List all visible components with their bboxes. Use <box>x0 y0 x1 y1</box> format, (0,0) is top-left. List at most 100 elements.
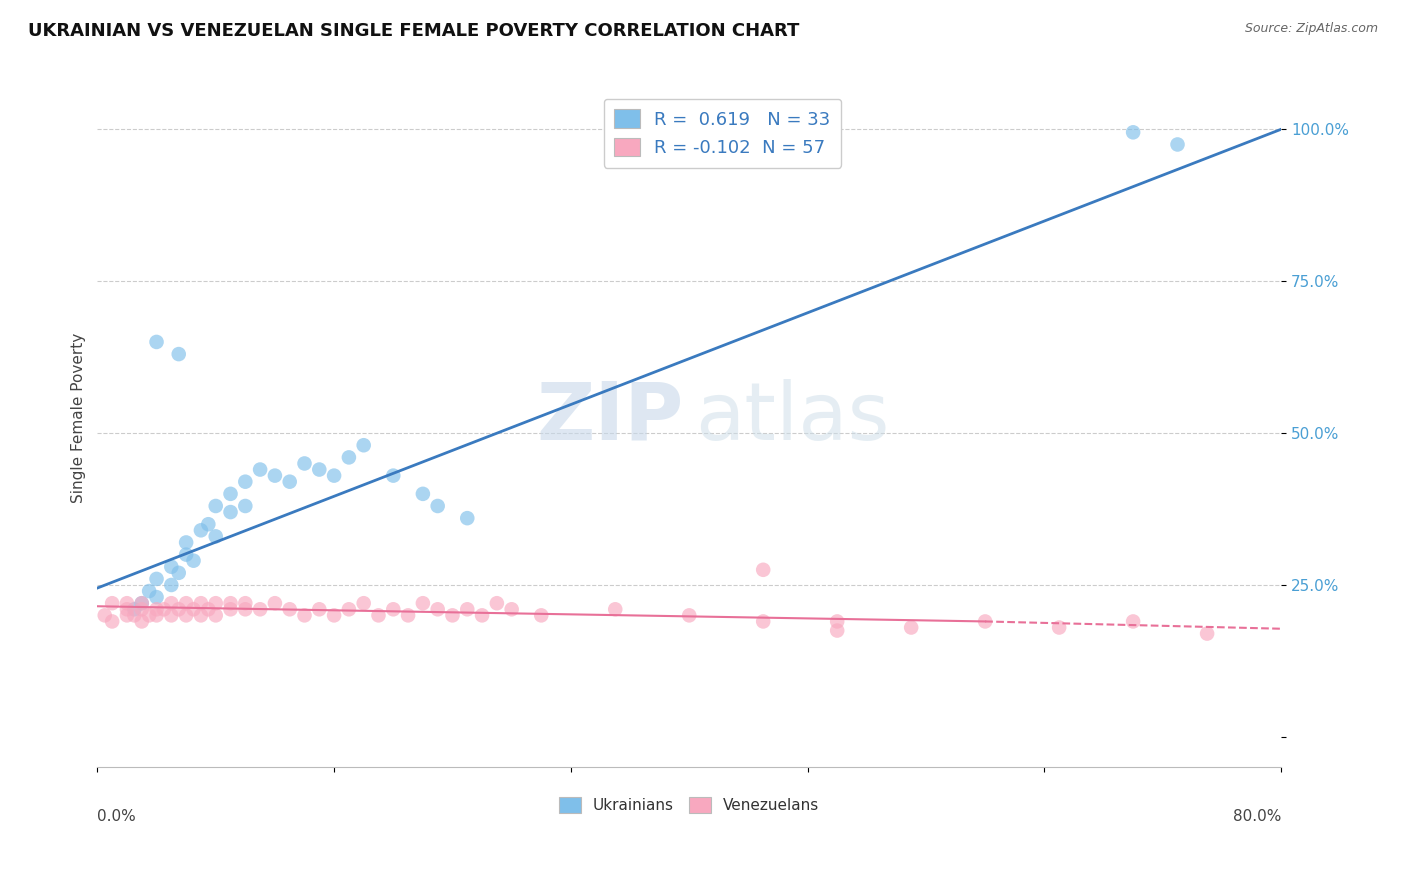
Point <box>145 608 167 623</box>
Point <box>190 608 212 623</box>
Point <box>530 608 553 623</box>
Point <box>174 548 197 562</box>
Point <box>456 511 478 525</box>
Point <box>1197 626 1219 640</box>
Point <box>323 468 346 483</box>
Point <box>278 475 301 489</box>
Point <box>145 590 167 604</box>
Point <box>145 334 167 349</box>
Point <box>183 602 205 616</box>
Point <box>94 608 117 623</box>
Point <box>752 615 775 629</box>
Point <box>204 529 226 543</box>
Point <box>900 620 922 634</box>
Point <box>145 602 167 616</box>
Point <box>219 487 242 501</box>
Point <box>278 602 301 616</box>
Point <box>294 457 316 471</box>
Text: UKRAINIAN VS VENEZUELAN SINGLE FEMALE POVERTY CORRELATION CHART: UKRAINIAN VS VENEZUELAN SINGLE FEMALE PO… <box>28 22 800 40</box>
Point <box>233 499 256 513</box>
Point <box>752 563 775 577</box>
Text: Source: ZipAtlas.com: Source: ZipAtlas.com <box>1244 22 1378 36</box>
Point <box>382 602 405 616</box>
Point <box>124 602 146 616</box>
Point <box>825 615 848 629</box>
Point <box>367 608 389 623</box>
Point <box>138 608 160 623</box>
Point <box>219 596 242 610</box>
Point <box>249 462 271 476</box>
Point <box>115 602 138 616</box>
Point <box>204 499 226 513</box>
Point <box>174 596 197 610</box>
Point <box>456 602 478 616</box>
Point <box>160 596 183 610</box>
Point <box>825 624 848 638</box>
Point <box>396 608 419 623</box>
Point <box>264 468 287 483</box>
Point <box>174 608 197 623</box>
Y-axis label: Single Female Poverty: Single Female Poverty <box>72 333 86 503</box>
Point <box>131 615 153 629</box>
Point <box>426 602 449 616</box>
Point <box>204 608 226 623</box>
Point <box>412 487 434 501</box>
Point <box>115 608 138 623</box>
Point <box>337 450 360 465</box>
Point <box>233 475 256 489</box>
Point <box>219 602 242 616</box>
Point <box>308 602 330 616</box>
Point <box>382 468 405 483</box>
Point <box>131 596 153 610</box>
Point <box>1122 125 1144 139</box>
Point <box>167 602 190 616</box>
Point <box>471 608 494 623</box>
Text: 0.0%: 0.0% <box>97 809 136 824</box>
Point <box>323 608 346 623</box>
Point <box>337 602 360 616</box>
Legend: Ukrainians, Venezuelans: Ukrainians, Venezuelans <box>553 791 825 819</box>
Point <box>605 602 627 616</box>
Point <box>441 608 464 623</box>
Point <box>974 615 997 629</box>
Point <box>412 596 434 610</box>
Point <box>167 347 190 361</box>
Text: ZIP: ZIP <box>536 379 683 457</box>
Point <box>1047 620 1070 634</box>
Point <box>124 608 146 623</box>
Point <box>1166 137 1188 152</box>
Point <box>485 596 508 610</box>
Point <box>160 578 183 592</box>
Text: atlas: atlas <box>695 379 890 457</box>
Point <box>308 462 330 476</box>
Point <box>131 596 153 610</box>
Point <box>353 596 375 610</box>
Point <box>153 602 176 616</box>
Point <box>204 596 226 610</box>
Point <box>101 596 124 610</box>
Point <box>167 566 190 580</box>
Point <box>115 596 138 610</box>
Point <box>219 505 242 519</box>
Point <box>678 608 700 623</box>
Point <box>353 438 375 452</box>
Point <box>138 584 160 599</box>
Point <box>131 602 153 616</box>
Point <box>1122 615 1144 629</box>
Point <box>264 596 287 610</box>
Point <box>294 608 316 623</box>
Point <box>101 615 124 629</box>
Point <box>426 499 449 513</box>
Point <box>233 602 256 616</box>
Point <box>174 535 197 549</box>
Point <box>249 602 271 616</box>
Point <box>190 524 212 538</box>
Point <box>183 554 205 568</box>
Point <box>233 596 256 610</box>
Point <box>197 517 219 532</box>
Text: 80.0%: 80.0% <box>1233 809 1281 824</box>
Point <box>190 596 212 610</box>
Point <box>160 608 183 623</box>
Point <box>160 559 183 574</box>
Point <box>145 572 167 586</box>
